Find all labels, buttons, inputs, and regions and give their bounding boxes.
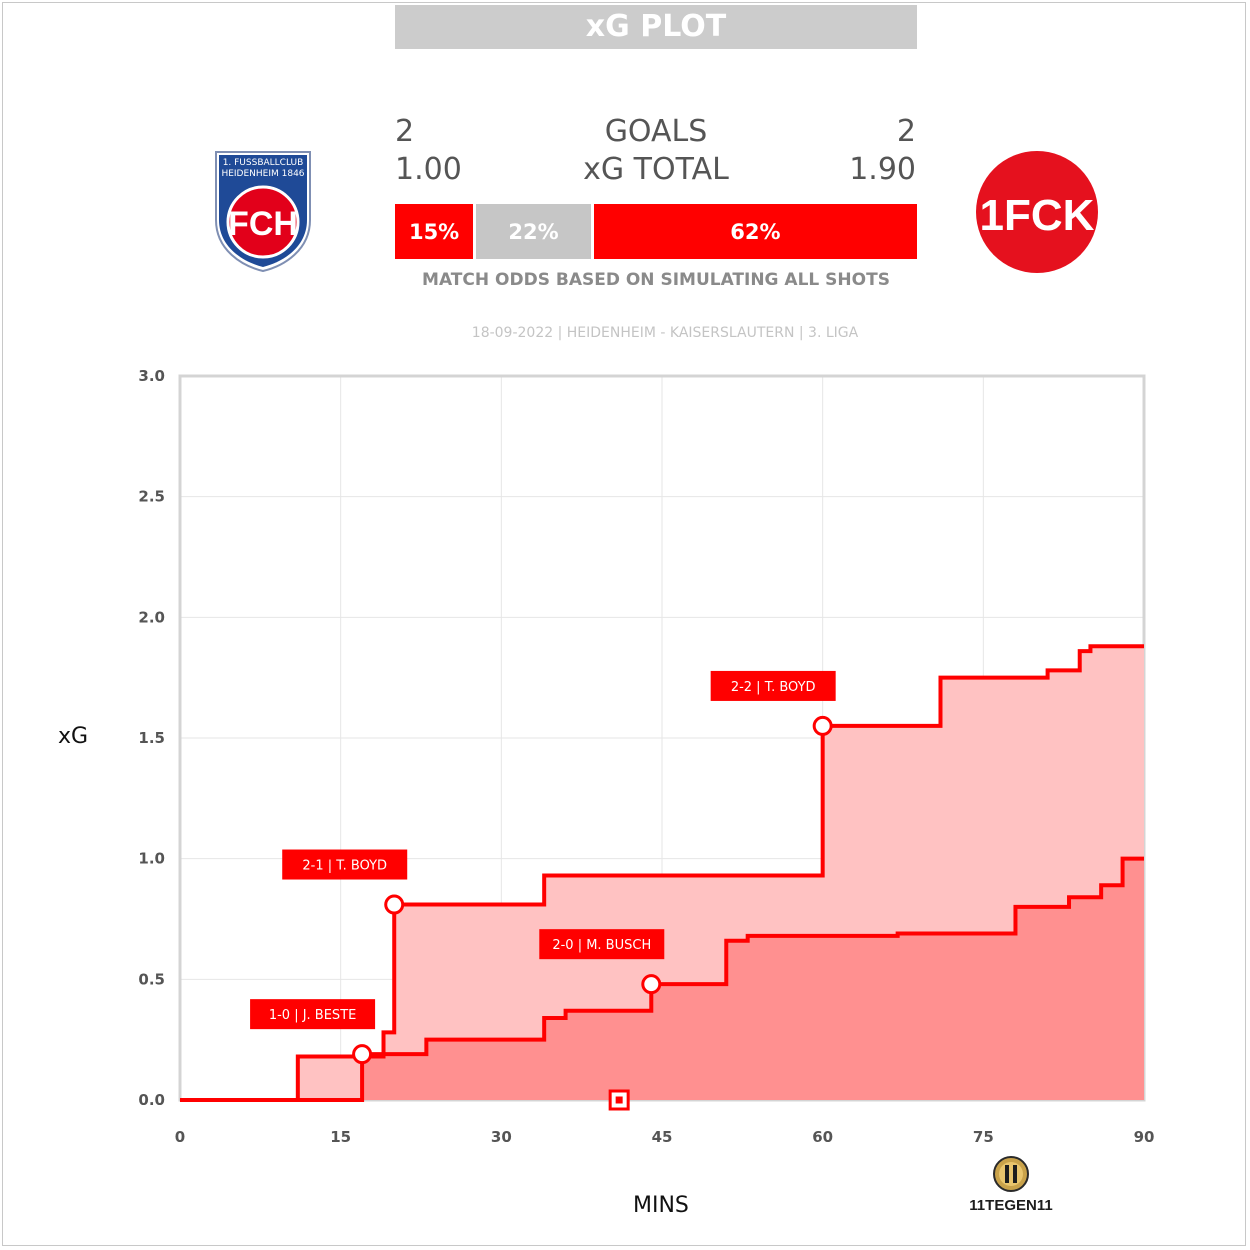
goal-label-box — [539, 929, 665, 960]
x-tick-label: 90 — [1134, 1128, 1155, 1146]
goal-marker — [812, 715, 833, 736]
home-crest-monogram: FCH — [228, 205, 298, 243]
goal-label: 2-2 | T. BOYD — [731, 680, 816, 695]
away-team-crest: 1FCK — [976, 151, 1098, 273]
goal-marker — [641, 974, 662, 995]
x-tick-label: 30 — [491, 1128, 512, 1146]
y-tick-label: 1.0 — [138, 850, 165, 868]
goal-label-box — [282, 849, 408, 880]
away-xg-total: 1.90 — [849, 152, 916, 187]
home-goals: 2 — [395, 114, 415, 149]
match-info: 18-09-2022 | HEIDENHEIM - KAISERSLAUTERN… — [471, 325, 859, 341]
x-axis-title: MINS — [633, 1193, 689, 1218]
goal-label: 2-0 | M. BUSCH — [552, 938, 651, 953]
home-xg-total: 1.00 — [395, 152, 462, 187]
goal-label: 1-0 | J. BESTE — [269, 1008, 357, 1023]
goal-label: 2-1 | T. BOYD — [302, 859, 387, 874]
home-crest-text-1: 1. FUSSBALLCLUB — [223, 158, 304, 168]
odds-caption: MATCH ODDS BASED ON SIMULATING ALL SHOTS — [422, 270, 890, 290]
y-tick-label: 0.0 — [138, 1091, 165, 1109]
y-tick-label: 2.5 — [138, 488, 165, 506]
away-goals: 2 — [896, 114, 916, 149]
x-tick-label: 45 — [652, 1128, 673, 1146]
y-tick-label: 1.5 — [138, 729, 165, 747]
x-tick-label: 60 — [812, 1128, 833, 1146]
home-team-crest: 1. FUSSBALLCLUB HEIDENHEIM 1846 FCH — [215, 151, 311, 272]
odds-draw-segment: 22% — [476, 204, 591, 259]
y-tick-label: 3.0 — [138, 367, 165, 385]
x-tick-label: 15 — [330, 1128, 351, 1146]
home-xg-area — [180, 858, 1144, 1100]
brand-name: 11TEGEN11 — [969, 1197, 1052, 1214]
goal-label-box — [710, 670, 836, 701]
event-marker-inner — [615, 1096, 623, 1104]
home-crest-text-2: HEIDENHEIM 1846 — [221, 169, 304, 179]
goal-marker — [384, 894, 405, 915]
brand-logo: 11TEGEN11 — [969, 1156, 1053, 1214]
xg-total-label: xG TOTAL — [583, 152, 729, 187]
away-crest-monogram: 1FCK — [980, 191, 1095, 240]
goal-label-box — [250, 999, 376, 1030]
goals-label: GOALS — [604, 114, 708, 149]
x-tick-label: 0 — [175, 1128, 185, 1146]
x-tick-label: 75 — [973, 1128, 994, 1146]
y-tick-label: 0.5 — [138, 970, 165, 988]
y-axis-title: xG — [58, 724, 89, 749]
odds-away-segment: 62% — [593, 204, 917, 259]
home-xg-line — [180, 856, 1144, 1102]
odds-home-segment: 15% — [395, 204, 474, 259]
page-title: xG PLOT — [395, 5, 917, 49]
y-tick-label: 2.0 — [138, 608, 165, 626]
goal-marker — [352, 1044, 373, 1065]
